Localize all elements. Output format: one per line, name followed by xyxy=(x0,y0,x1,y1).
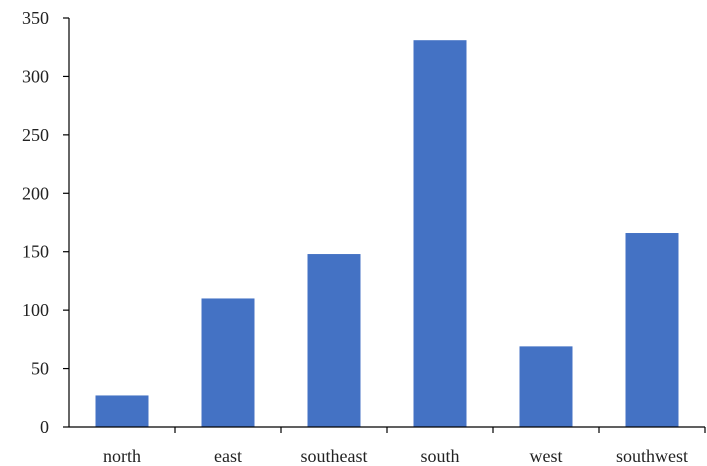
bar-west xyxy=(519,346,573,427)
y-tick-label: 300 xyxy=(22,66,49,86)
x-tick-label-south: south xyxy=(420,446,459,466)
y-tick-label: 0 xyxy=(40,417,49,437)
x-tick-label-southeast: southeast xyxy=(301,446,368,466)
y-tick-label: 250 xyxy=(22,125,49,145)
x-tick-label-north: north xyxy=(103,446,141,466)
bar-southeast xyxy=(307,254,361,427)
y-tick-label: 100 xyxy=(22,300,49,320)
bars-group xyxy=(95,40,679,427)
y-tick-label: 200 xyxy=(22,183,49,203)
bar-east xyxy=(201,298,255,427)
y-tick-label: 50 xyxy=(31,359,49,379)
bar-southwest xyxy=(625,233,679,427)
x-tick-label-east: east xyxy=(214,446,242,466)
y-tick-label: 350 xyxy=(22,8,49,28)
x-tick-label-southwest: southwest xyxy=(616,446,688,466)
y-tick-label: 150 xyxy=(22,242,49,262)
y-axis: 0 50 100 150 200 250 300 350 xyxy=(22,8,70,437)
x-axis: north east southeast south west southwest xyxy=(69,426,706,466)
bar-north xyxy=(95,395,149,427)
x-tick-label-west: west xyxy=(530,446,563,466)
bar-south xyxy=(413,40,467,427)
